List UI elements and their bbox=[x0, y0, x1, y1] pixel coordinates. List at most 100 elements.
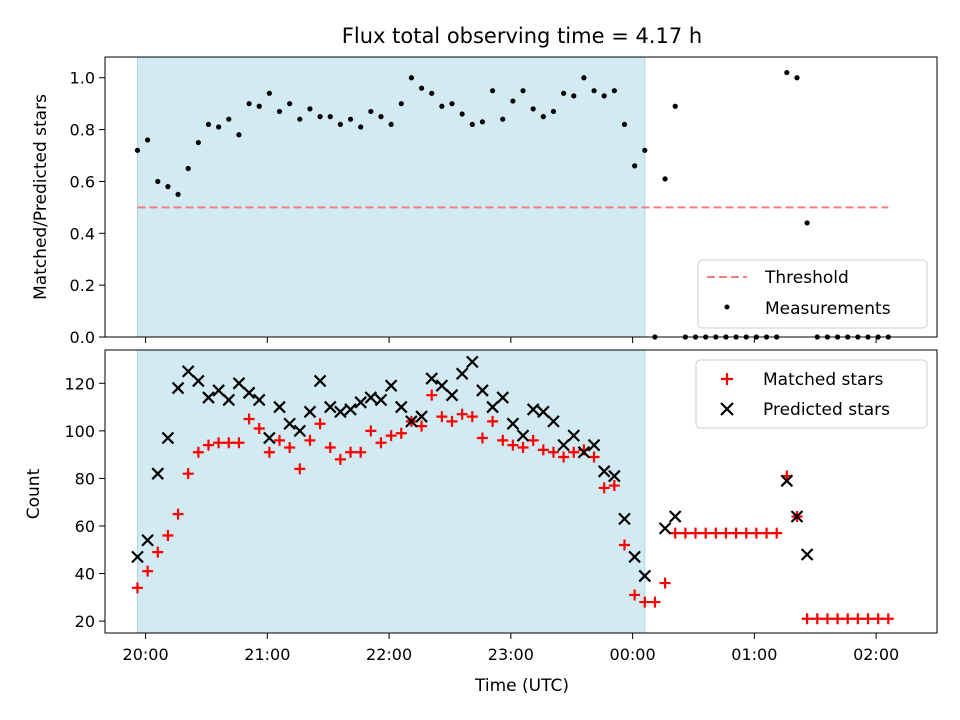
measurement-point bbox=[489, 88, 496, 94]
matched-star-point bbox=[649, 596, 661, 608]
measurement-point bbox=[804, 220, 810, 226]
measurement-point bbox=[642, 147, 648, 153]
predicted-legend-label: Predicted stars bbox=[763, 400, 890, 420]
matched-star-point bbox=[263, 446, 275, 458]
predicted-star-point bbox=[780, 474, 794, 488]
count-x-tick-label: 02:00 bbox=[853, 645, 899, 664]
ratio-y-axis: 0.0 0.2 0.4 0.6 0.8 1.0 bbox=[70, 69, 105, 347]
count-x-tick-label: 01:00 bbox=[731, 645, 777, 664]
matched-star-point bbox=[821, 613, 833, 625]
count-x-tick-label: 00:00 bbox=[610, 645, 656, 664]
predicted-star-point bbox=[618, 512, 631, 526]
matched-star-point bbox=[436, 411, 448, 423]
matched-star-point bbox=[243, 413, 255, 425]
predicted-star-point bbox=[668, 510, 682, 523]
predicted-star-point bbox=[212, 384, 225, 397]
matched-star-point bbox=[274, 434, 286, 446]
predicted-star-point bbox=[800, 548, 814, 561]
ratio-axes-frame bbox=[104, 56, 938, 338]
measurement-point bbox=[155, 178, 161, 185]
measurement-point bbox=[672, 103, 678, 109]
predicted-star-point bbox=[638, 569, 652, 583]
matched-star-point bbox=[740, 527, 752, 539]
matched-star-point bbox=[690, 527, 702, 539]
count-y-tick-label: 40 bbox=[75, 565, 95, 584]
matched-star-point bbox=[761, 527, 773, 539]
matched-star-point bbox=[314, 418, 326, 430]
matched-star-point bbox=[720, 527, 732, 539]
count-legend-box bbox=[695, 359, 928, 429]
ratio-y-tick-label: 0.8 bbox=[70, 121, 95, 140]
predicted-star-point bbox=[242, 386, 256, 400]
predicted-star-point bbox=[222, 393, 236, 407]
matched-star-point bbox=[233, 437, 245, 449]
measurement-point bbox=[175, 191, 181, 198]
measurement-point bbox=[459, 111, 465, 117]
predicted-star-point bbox=[628, 550, 641, 564]
predicted-star-point bbox=[303, 405, 317, 419]
chart-title: Flux total observing time = 4.17 h bbox=[342, 24, 702, 48]
predicted-star-point bbox=[202, 391, 215, 404]
matched-star-point bbox=[223, 437, 235, 449]
matched-legend-label: Matched stars bbox=[763, 370, 883, 390]
predicted-star-point bbox=[567, 429, 581, 442]
matched-star-point bbox=[882, 613, 894, 625]
count-x-tick-label: 23:00 bbox=[488, 645, 534, 664]
measurement-point bbox=[510, 98, 516, 104]
matched-star-point bbox=[730, 527, 742, 539]
matched-star-point bbox=[517, 442, 529, 454]
measurement-point bbox=[246, 101, 252, 107]
predicted-star-point bbox=[486, 400, 499, 414]
measurement-point bbox=[368, 108, 374, 115]
predicted-star-point bbox=[455, 367, 469, 381]
matched-star-point bbox=[710, 527, 722, 539]
predicted-star-point bbox=[476, 384, 489, 397]
count-y-tick-label: 120 bbox=[64, 374, 95, 393]
measurement-point bbox=[317, 114, 323, 120]
matched-star-point bbox=[507, 439, 519, 451]
predicted-star-point bbox=[232, 377, 246, 390]
measurement-point bbox=[439, 103, 445, 109]
measurement-point bbox=[236, 132, 242, 138]
predicted-star-point bbox=[587, 438, 601, 452]
predicted-star-point bbox=[283, 417, 296, 431]
count-y-tick-label: 100 bbox=[64, 422, 95, 441]
predicted-star-point bbox=[394, 400, 408, 414]
count-x-axis: 20:00 21:00 22:00 23:00 00:00 01:00 02:00 bbox=[123, 633, 899, 664]
predicted-star-point bbox=[364, 391, 378, 404]
predicted-star-point bbox=[334, 405, 347, 419]
matched-star-point bbox=[547, 446, 559, 458]
ratio-y-label: Matched/Predicted stars bbox=[31, 94, 51, 300]
threshold-legend-label: Threshold bbox=[764, 268, 849, 288]
measurement-point bbox=[520, 88, 526, 94]
ratio-y-tick-label: 1.0 bbox=[70, 69, 95, 88]
ratio-legend: Threshold Measurements bbox=[697, 259, 928, 329]
count-x-tick-label: 22:00 bbox=[366, 645, 412, 664]
measurement-point bbox=[226, 116, 232, 122]
matched-star-point bbox=[334, 453, 346, 465]
measurement-point bbox=[145, 137, 151, 143]
predicted-star-point bbox=[597, 465, 611, 478]
predicted-star-point bbox=[425, 372, 438, 385]
matched-star-point bbox=[162, 529, 174, 541]
predicted-star-point bbox=[790, 510, 804, 523]
matched-star-point bbox=[487, 415, 499, 427]
matched-star-point bbox=[618, 539, 630, 551]
count-y-tick-label: 20 bbox=[75, 612, 95, 631]
matched-star-point bbox=[131, 582, 143, 594]
measurement-point bbox=[195, 139, 201, 146]
matched-star-point bbox=[426, 389, 438, 401]
measurement-point bbox=[540, 114, 546, 120]
matched-star-point bbox=[476, 432, 488, 444]
predicted-star-point bbox=[131, 550, 144, 564]
matched-star-point bbox=[669, 527, 681, 539]
matched-star-point bbox=[598, 482, 610, 494]
matched-star-point bbox=[608, 480, 620, 492]
predicted-star-point bbox=[151, 467, 165, 480]
measurement-point bbox=[611, 88, 617, 94]
matched-star-point bbox=[182, 468, 194, 480]
predicted-star-point bbox=[608, 469, 621, 483]
measurement-point bbox=[358, 124, 364, 130]
predicted-star-point bbox=[141, 533, 154, 547]
count-axes-frame bbox=[104, 349, 938, 634]
